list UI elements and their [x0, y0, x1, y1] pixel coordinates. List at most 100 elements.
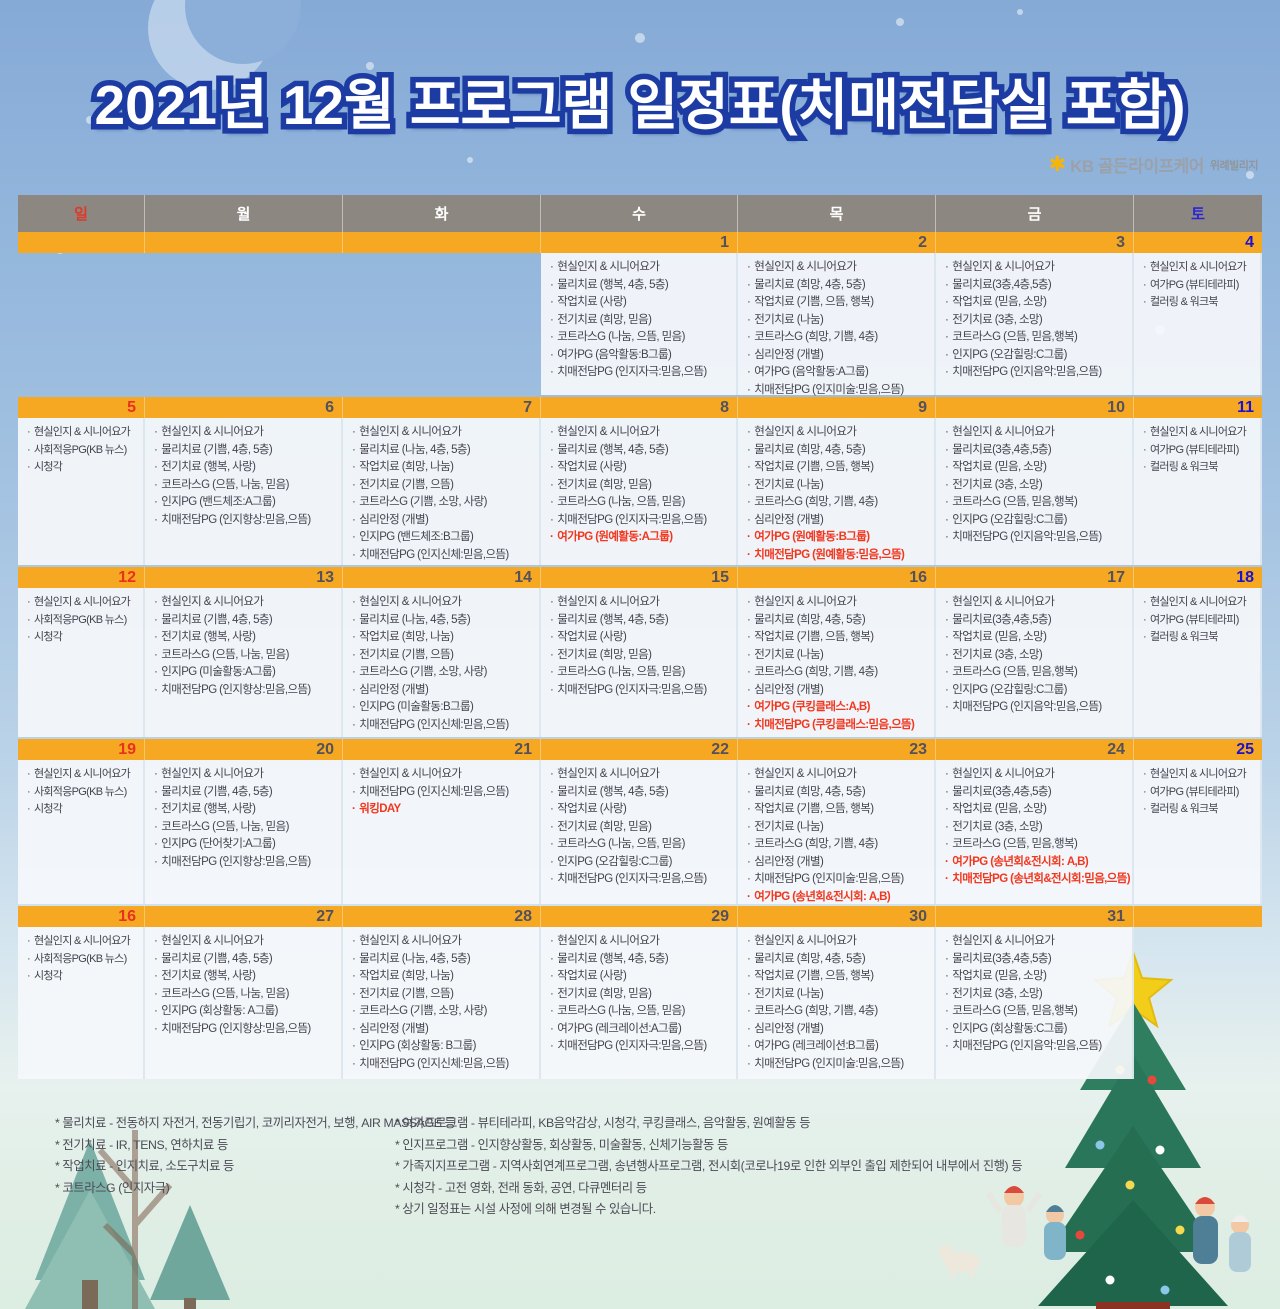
program-item: 현실인지 & 시니어요가 — [550, 424, 734, 442]
program-item: 코트라스G (으뜸, 믿음,행복) — [945, 836, 1130, 854]
program-item: 현실인지 & 시니어요가 — [352, 766, 537, 784]
day-cell: 현실인지 & 시니어요가물리치료(3층,4층,5층)작업치료 (믿음, 소망)전… — [936, 927, 1134, 1079]
legend-left: * 물리치료 - 전동하지 자전거, 전동기립기, 코끼리자전거, 보행, AI… — [55, 1113, 456, 1199]
program-item: 현실인지 & 시니어요가 — [27, 424, 141, 442]
program-list: 현실인지 & 시니어요가물리치료 (희망, 4층, 5층)작업치료 (기쁨, 으… — [747, 424, 932, 564]
day-cell: 현실인지 & 시니어요가치매전담PG (인지신체:믿음,으뜸)워킹DAY — [343, 760, 541, 904]
program-item: 여가PG (레크레이션:B그룹) — [747, 1038, 932, 1056]
program-item: 작업치료 (희망, 나눔) — [352, 629, 537, 647]
program-item: 현실인지 & 시니어요가 — [1143, 766, 1258, 784]
program-item: 컬러링 & 워크북 — [1143, 629, 1258, 647]
dog-illustration — [939, 1245, 980, 1278]
day-cell: 현실인지 & 시니어요가물리치료(3층,4층,5층)작업치료 (믿음, 소망)전… — [936, 760, 1134, 904]
program-item: 코트라스G (희망, 기쁨, 4층) — [747, 664, 932, 682]
program-item: 현실인지 & 시니어요가 — [550, 594, 734, 612]
day-number — [1134, 906, 1262, 927]
program-item: 시청각 — [27, 459, 141, 477]
program-item: 전기치료 (기쁨, 으뜸) — [352, 986, 537, 1004]
program-item: 치매전담PG (인지음악:믿음,으뜸) — [945, 364, 1130, 382]
program-item: 여가PG (레크레이션:A그룹) — [550, 1021, 734, 1039]
program-item: 사회적응PG(KB 뉴스) — [27, 612, 141, 630]
program-item: 작업치료 (기쁨, 으뜸, 행복) — [747, 629, 932, 647]
program-item: 코트라스G (희망, 기쁨, 4층) — [747, 1003, 932, 1021]
day-number: 11 — [1134, 397, 1262, 418]
program-item: 현실인지 & 시니어요가 — [945, 766, 1130, 784]
day-number: 24 — [936, 739, 1134, 760]
legend-item: * 코트라스G (인지자극) — [55, 1180, 170, 1195]
legend-right: * 여가프로그램 - 뷰티테라피, KB음악감상, 시청각, 쿠킹클래스, 음악… — [395, 1113, 1023, 1221]
poster-title-outline: 2021년 12월 프로그램 일정표(치매전담실 포함) — [89, 69, 1191, 142]
weekday-header-cell: 목 — [738, 195, 936, 232]
program-item: 전기치료 (나눔) — [747, 312, 932, 330]
program-item: 여가PG (음악활동:B그룹) — [550, 347, 734, 365]
program-item: 코트라스G (기쁨, 소망, 사랑) — [352, 1003, 537, 1021]
program-list: 현실인지 & 시니어요가물리치료(3층,4층,5층)작업치료 (믿음, 소망)전… — [945, 424, 1130, 547]
empty-day-cell — [18, 253, 145, 395]
program-item: 치매전담PG (쿠킹클래스:믿음,으뜸) — [747, 717, 932, 735]
day-number: 21 — [343, 739, 541, 760]
calendar: 일월화수목금토1234현실인지 & 시니어요가물리치료 (행복, 4층, 5층)… — [18, 195, 1262, 1081]
program-list: 현실인지 & 시니어요가물리치료 (기쁨, 4층, 5층)전기치료 (행복, 사… — [154, 766, 339, 871]
day-number: 16 — [738, 567, 936, 588]
program-item: 현실인지 & 시니어요가 — [154, 766, 339, 784]
program-item: 현실인지 & 시니어요가 — [352, 424, 537, 442]
program-list: 현실인지 & 시니어요가물리치료 (기쁨, 4층, 5층)전기치료 (행복, 사… — [154, 594, 339, 699]
program-item: 작업치료 (기쁨, 으뜸, 행복) — [747, 968, 932, 986]
program-item: 심리안정 (개별) — [352, 512, 537, 530]
program-item: 심리안정 (개별) — [747, 347, 932, 365]
day-number: 4 — [1134, 232, 1262, 253]
program-item: 치매전담PG (인지신체:믿음,으뜸) — [352, 1056, 537, 1074]
weekday-header-cell: 화 — [343, 195, 541, 232]
program-item: 물리치료(3층,4층,5층) — [945, 612, 1130, 630]
program-item: 전기치료 (나눔) — [747, 647, 932, 665]
program-item: 컬러링 & 워크북 — [1143, 801, 1258, 819]
program-item: 전기치료 (3층, 소망) — [945, 312, 1130, 330]
week-2-row: 현실인지 & 시니어요가사회적응PG(KB 뉴스)시청각현실인지 & 시니어요가… — [18, 418, 1262, 565]
legend-item: * 상기 일정표는 시설 사정에 의해 변경될 수 있습니다. — [395, 1202, 656, 1216]
program-item: 현실인지 & 시니어요가 — [747, 594, 932, 612]
day-cell: 현실인지 & 시니어요가물리치료 (나눔, 4층, 5층)작업치료 (희망, 나… — [343, 418, 541, 565]
program-item: 작업치료 (사랑) — [550, 294, 734, 312]
day-cell: 현실인지 & 시니어요가물리치료 (행복, 4층, 5층)작업치료 (사랑)전기… — [541, 927, 738, 1079]
program-item: 현실인지 & 시니어요가 — [550, 933, 734, 951]
week-4-number-row: 19 20 21 22 23 24 25 — [18, 739, 1262, 760]
legend-item: * 가족지지프로그램 - 지역사회연계프로그램, 송년행사프로그램, 전시회(코… — [395, 1159, 1023, 1173]
program-item: 치매전담PG (인지자극:믿음,으뜸) — [550, 871, 734, 889]
program-list: 현실인지 & 시니어요가물리치료(3층,4층,5층)작업치료 (믿음, 소망)전… — [945, 594, 1130, 717]
program-item: 전기치료 (행복, 사랑) — [154, 459, 339, 477]
program-item: 워킹DAY — [352, 801, 537, 819]
program-item: 물리치료(3층,4층,5층) — [945, 784, 1130, 802]
program-item: 코트라스G (희망, 기쁨, 4층) — [747, 494, 932, 512]
program-list: 현실인지 & 시니어요가사회적응PG(KB 뉴스)시청각 — [27, 594, 141, 647]
day-cell: 현실인지 & 시니어요가물리치료(3층,4층,5층)작업치료 (믿음, 소망)전… — [936, 253, 1134, 395]
program-item: 코트라스G (희망, 기쁨, 4층) — [747, 836, 932, 854]
program-item: 심리안정 (개별) — [747, 512, 932, 530]
kb-logo: ✱ KB 골든라이프케어 위례빌리지 — [1049, 152, 1259, 177]
program-item: 코트라스G (기쁨, 소망, 사랑) — [352, 494, 537, 512]
program-item: 물리치료 (행복, 4층, 5층) — [550, 442, 734, 460]
program-item: 치매전담PG (인지음악:믿음,으뜸) — [945, 1038, 1130, 1056]
program-item: 심리안정 (개별) — [747, 682, 932, 700]
program-list: 현실인지 & 시니어요가물리치료 (행복, 4층, 5층)작업치료 (사랑)전기… — [550, 594, 734, 699]
program-item: 물리치료(3층,4층,5층) — [945, 277, 1130, 295]
legend-item: * 인지프로그램 - 인지향상활동, 회상활동, 미술활동, 신체기능활동 등 — [395, 1137, 728, 1152]
program-list: 현실인지 & 시니어요가물리치료 (행복, 4층, 5층)작업치료 (사랑)전기… — [550, 933, 734, 1056]
program-item: 전기치료 (행복, 사랑) — [154, 629, 339, 647]
program-item: 현실인지 & 시니어요가 — [154, 933, 339, 951]
day-number: 3 — [936, 232, 1134, 253]
program-item: 전기치료 (희망, 믿음) — [550, 819, 734, 837]
program-list: 현실인지 & 시니어요가물리치료(3층,4층,5층)작업치료 (믿음, 소망)전… — [945, 933, 1130, 1056]
day-number: 31 — [936, 906, 1134, 927]
program-item: 현실인지 & 시니어요가 — [352, 933, 537, 951]
program-item: 코트라스G (으뜸, 믿음,행복) — [945, 1003, 1130, 1021]
pine-trees-illustration — [25, 1130, 230, 1309]
program-item: 물리치료 (희망, 4층, 5층) — [747, 277, 932, 295]
day-number: 18 — [1134, 567, 1262, 588]
program-item: 물리치료 (행복, 4층, 5층) — [550, 951, 734, 969]
program-item: 사회적응PG(KB 뉴스) — [27, 951, 141, 969]
program-item: 현실인지 & 시니어요가 — [1143, 424, 1258, 442]
program-item: 치매전담PG (인지향상:믿음,으뜸) — [154, 512, 339, 530]
program-item: 전기치료 (희망, 믿음) — [550, 312, 734, 330]
program-item: 치매전담PG (원예활동:믿음,으뜸) — [747, 547, 932, 565]
